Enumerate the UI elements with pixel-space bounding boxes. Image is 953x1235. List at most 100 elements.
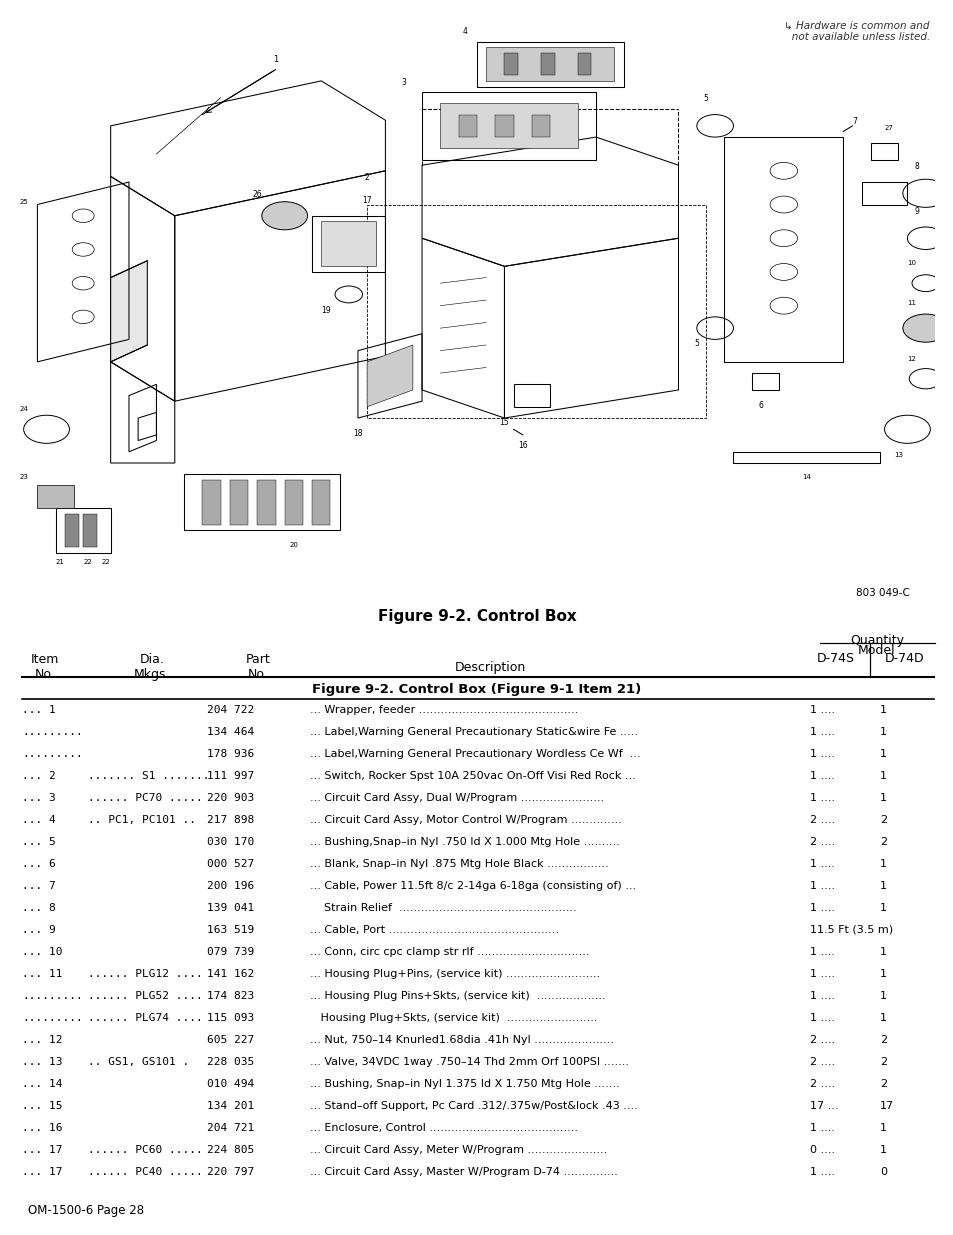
- Text: 010 494: 010 494: [207, 1079, 254, 1089]
- Text: ... Label,Warning General Precautionary Wordless Ce Wf  ...: ... Label,Warning General Precautionary …: [310, 748, 640, 760]
- Text: ... Stand–off Support, Pc Card .312/.375w/Post&lock .43 ....: ... Stand–off Support, Pc Card .312/.375…: [310, 1100, 638, 1112]
- Polygon shape: [83, 514, 97, 547]
- Text: 27: 27: [883, 126, 893, 131]
- Text: Model: Model: [858, 643, 895, 657]
- Polygon shape: [458, 115, 476, 137]
- Text: 2: 2: [879, 1035, 886, 1045]
- Text: Strain Relief  .................................................: Strain Relief ..........................…: [310, 903, 576, 913]
- Text: 5: 5: [702, 94, 708, 104]
- Text: D-74S: D-74S: [816, 652, 854, 664]
- Text: 220 903: 220 903: [207, 793, 254, 803]
- Text: ... Cable, Power 11.5ft 8/c 2-14ga 6-18ga (consisting of) ...: ... Cable, Power 11.5ft 8/c 2-14ga 6-18g…: [310, 881, 636, 890]
- Text: ... Circuit Card Assy, Dual W/Program .......................: ... Circuit Card Assy, Dual W/Program ..…: [310, 793, 603, 803]
- Text: 1 ....: 1 ....: [809, 771, 834, 781]
- Text: 2: 2: [879, 815, 886, 825]
- Text: 1: 1: [879, 990, 886, 1002]
- Text: ... 9: ... 9: [22, 925, 55, 935]
- Text: 18: 18: [353, 430, 362, 438]
- Text: ... Valve, 34VDC 1way .750–14 Thd 2mm Orf 100PSI .......: ... Valve, 34VDC 1way .750–14 Thd 2mm Or…: [310, 1057, 628, 1067]
- Text: 1 ....: 1 ....: [809, 969, 834, 979]
- Text: 2: 2: [364, 173, 369, 182]
- Text: 2: 2: [879, 1079, 886, 1089]
- Text: Description: Description: [454, 661, 525, 674]
- Text: ... Label,Warning General Precautionary Static&wire Fe .....: ... Label,Warning General Precautionary …: [310, 727, 638, 737]
- Text: Part
No.: Part No.: [245, 653, 270, 680]
- Polygon shape: [37, 485, 74, 508]
- Text: ... Switch, Rocker Spst 10A 250vac On-Off Visi Red Rock ...: ... Switch, Rocker Spst 10A 250vac On-Of…: [310, 771, 635, 781]
- Text: ...... PLG74 ....: ...... PLG74 ....: [88, 1013, 203, 1023]
- Text: ...... PC60 .....: ...... PC60 .....: [88, 1145, 203, 1155]
- Text: ... 11: ... 11: [22, 969, 63, 979]
- Text: 1: 1: [879, 771, 886, 781]
- Text: 2 ....: 2 ....: [809, 815, 834, 825]
- Text: ...... PLG52 ....: ...... PLG52 ....: [88, 990, 203, 1002]
- Text: 26: 26: [253, 190, 262, 199]
- Text: 217 898: 217 898: [207, 815, 254, 825]
- Circle shape: [261, 201, 307, 230]
- Text: OM-1500-6 Page 28: OM-1500-6 Page 28: [28, 1204, 144, 1216]
- Text: 1: 1: [273, 56, 278, 64]
- Text: ... 1: ... 1: [22, 705, 55, 715]
- Text: ... 4: ... 4: [22, 815, 55, 825]
- Text: Item
No.: Item No.: [30, 653, 59, 680]
- Text: ... 2: ... 2: [22, 771, 55, 781]
- Text: 4: 4: [462, 27, 467, 36]
- Text: 19: 19: [320, 306, 330, 315]
- Text: 1: 1: [879, 1013, 886, 1023]
- Text: 1: 1: [879, 793, 886, 803]
- Text: ... Nut, 750–14 Knurled1.68dia .41h Nyl ......................: ... Nut, 750–14 Knurled1.68dia .41h Nyl …: [310, 1035, 614, 1045]
- Text: 2: 2: [879, 1057, 886, 1067]
- Text: 22: 22: [101, 558, 111, 564]
- Polygon shape: [367, 345, 413, 406]
- Text: .. GS1, GS101 .: .. GS1, GS101 .: [88, 1057, 189, 1067]
- Text: ... Housing Plug+Pins, (service kit) ..........................: ... Housing Plug+Pins, (service kit) ...…: [310, 969, 599, 979]
- Polygon shape: [284, 480, 303, 525]
- Text: 115 093: 115 093: [207, 1013, 254, 1023]
- Text: Quantity: Quantity: [849, 634, 903, 647]
- Text: 1 ....: 1 ....: [809, 748, 834, 760]
- Text: 6: 6: [758, 401, 762, 410]
- Text: 11: 11: [906, 300, 916, 306]
- Text: 1 ....: 1 ....: [809, 1123, 834, 1132]
- Text: ... 7: ... 7: [22, 881, 55, 890]
- Text: 11.5 Ft (3.5 m): 11.5 Ft (3.5 m): [809, 925, 892, 935]
- Text: 174 823: 174 823: [207, 990, 254, 1002]
- Text: ... 16: ... 16: [22, 1123, 63, 1132]
- Text: 7: 7: [852, 117, 857, 126]
- Text: ...... PC70 .....: ...... PC70 .....: [88, 793, 203, 803]
- Text: 1 ....: 1 ....: [809, 1167, 834, 1177]
- Polygon shape: [532, 115, 550, 137]
- Text: ... 10: ... 10: [22, 947, 63, 957]
- Text: 13: 13: [893, 452, 902, 458]
- Text: 163 519: 163 519: [207, 925, 254, 935]
- Text: 1 ....: 1 ....: [809, 727, 834, 737]
- Text: 1: 1: [879, 969, 886, 979]
- Polygon shape: [504, 53, 517, 75]
- Text: 1 ....: 1 ....: [809, 881, 834, 890]
- Polygon shape: [540, 53, 555, 75]
- Text: 1: 1: [879, 947, 886, 957]
- Text: ... Bushing,Snap–in Nyl .750 Id X 1.000 Mtg Hole ..........: ... Bushing,Snap–in Nyl .750 Id X 1.000 …: [310, 837, 619, 847]
- Text: ... 17: ... 17: [22, 1167, 63, 1177]
- Text: 803 049-C: 803 049-C: [855, 588, 909, 598]
- Text: ↳ Hardware is common and
   not available unless listed.: ↳ Hardware is common and not available u…: [781, 20, 929, 42]
- Text: ... Conn, circ cpc clamp str rlf ...............................: ... Conn, circ cpc clamp str rlf .......…: [310, 947, 589, 957]
- Polygon shape: [495, 115, 513, 137]
- Text: 2 ....: 2 ....: [809, 1079, 834, 1089]
- Text: .........: .........: [22, 1013, 83, 1023]
- Text: ...... PLG12 ....: ...... PLG12 ....: [88, 969, 203, 979]
- Text: 0: 0: [879, 1167, 886, 1177]
- Text: Figure 9-2. Control Box: Figure 9-2. Control Box: [377, 609, 576, 624]
- Text: 224 805: 224 805: [207, 1145, 254, 1155]
- Polygon shape: [486, 47, 614, 82]
- Text: ... 3: ... 3: [22, 793, 55, 803]
- Text: Housing Plug+Skts, (service kit)  .........................: Housing Plug+Skts, (service kit) .......…: [310, 1013, 597, 1023]
- Text: 200 196: 200 196: [207, 881, 254, 890]
- Text: 15: 15: [499, 417, 509, 427]
- Text: ... 13: ... 13: [22, 1057, 63, 1067]
- Polygon shape: [440, 104, 578, 148]
- Text: 3: 3: [401, 78, 406, 86]
- Text: ... Circuit Card Assy, Motor Control W/Program ..............: ... Circuit Card Assy, Motor Control W/P…: [310, 815, 621, 825]
- Text: 22: 22: [83, 558, 91, 564]
- Text: 134 201: 134 201: [207, 1100, 254, 1112]
